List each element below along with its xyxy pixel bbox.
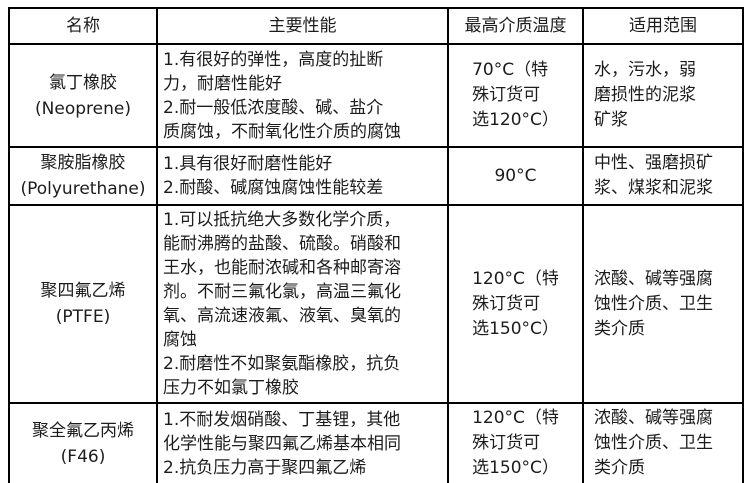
cell-max-temp: 90°C [447, 146, 584, 206]
cell-performance: 1.可以抵抗绝大多数化学介质， 能耐沸腾的盐酸、硫酸。硝酸和 王水，也能耐浓碱和… [156, 204, 449, 404]
max-temp-text: 120°C（特 殊订货可 选150°C） [472, 408, 559, 478]
cell-max-temp: 120°C（特 殊订货可 选150°C） [447, 402, 584, 483]
cell-application: 浓酸、碱等强腐 蚀性介质、卫生 类介质 [582, 402, 744, 483]
table-row-neoprene: 氯丁橡胶 (Neoprene) 1.有很好的弹性，高度的扯断 力，耐磨性能好 2… [8, 43, 744, 148]
column-header-max-temp: 最高介质温度 [447, 7, 584, 45]
column-header-application: 适用范围 [582, 7, 744, 45]
material-properties-table: 名称 主要性能 最高介质温度 适用范围 氯丁橡胶 (Neoprene) 1.有很… [8, 7, 744, 483]
cell-material-name: 聚四氟乙烯 (PTFE) [8, 204, 158, 404]
cell-performance: 1.不耐发烟硝酸、丁基锂，其他 化学性能与聚四氟乙烯基本相同 2.抗负压力高于聚… [156, 402, 449, 483]
cell-application: 水，污水，弱 磨损性的泥浆 矿浆 [582, 43, 744, 148]
column-header-name: 名称 [8, 7, 158, 45]
cell-max-temp: 70°C（特 殊订货可 选120°C） [447, 43, 584, 148]
cell-material-name: 聚全氟乙丙烯 (F46) [8, 402, 158, 483]
max-temp-text: 70°C（特 殊订货可 选120°C） [472, 60, 559, 130]
cell-application: 中性、强磨损矿 浆、煤浆和泥浆 [582, 146, 744, 206]
cell-performance: 1.具有很好耐磨性能好 2.耐酸、碱腐蚀腐蚀性能较差 [156, 146, 449, 206]
table-row-polyurethane: 聚胺脂橡胶 (Polyurethane) 1.具有很好耐磨性能好 2.耐酸、碱腐… [8, 146, 744, 206]
table-row-ptfe: 聚四氟乙烯 (PTFE) 1.可以抵抗绝大多数化学介质， 能耐沸腾的盐酸、硫酸。… [8, 204, 744, 404]
max-temp-text: 90°C [494, 165, 537, 186]
table-header-row: 名称 主要性能 最高介质温度 适用范围 [8, 7, 744, 45]
max-temp-text: 120°C（特 殊订货可 选150°C） [472, 268, 559, 339]
cell-performance: 1.有很好的弹性，高度的扯断 力，耐磨性能好 2.耐一般低浓度酸、碱、盐介 质腐… [156, 43, 449, 148]
column-header-performance: 主要性能 [156, 7, 449, 45]
cell-application: 浓酸、碱等强腐 蚀性介质、卫生 类介质 [582, 204, 744, 404]
cell-material-name: 氯丁橡胶 (Neoprene) [8, 43, 158, 148]
cell-material-name: 聚胺脂橡胶 (Polyurethane) [8, 146, 158, 206]
cell-max-temp: 120°C（特 殊订货可 选150°C） [447, 204, 584, 404]
table-row-f46: 聚全氟乙丙烯 (F46) 1.不耐发烟硝酸、丁基锂，其他 化学性能与聚四氟乙烯基… [8, 402, 744, 483]
